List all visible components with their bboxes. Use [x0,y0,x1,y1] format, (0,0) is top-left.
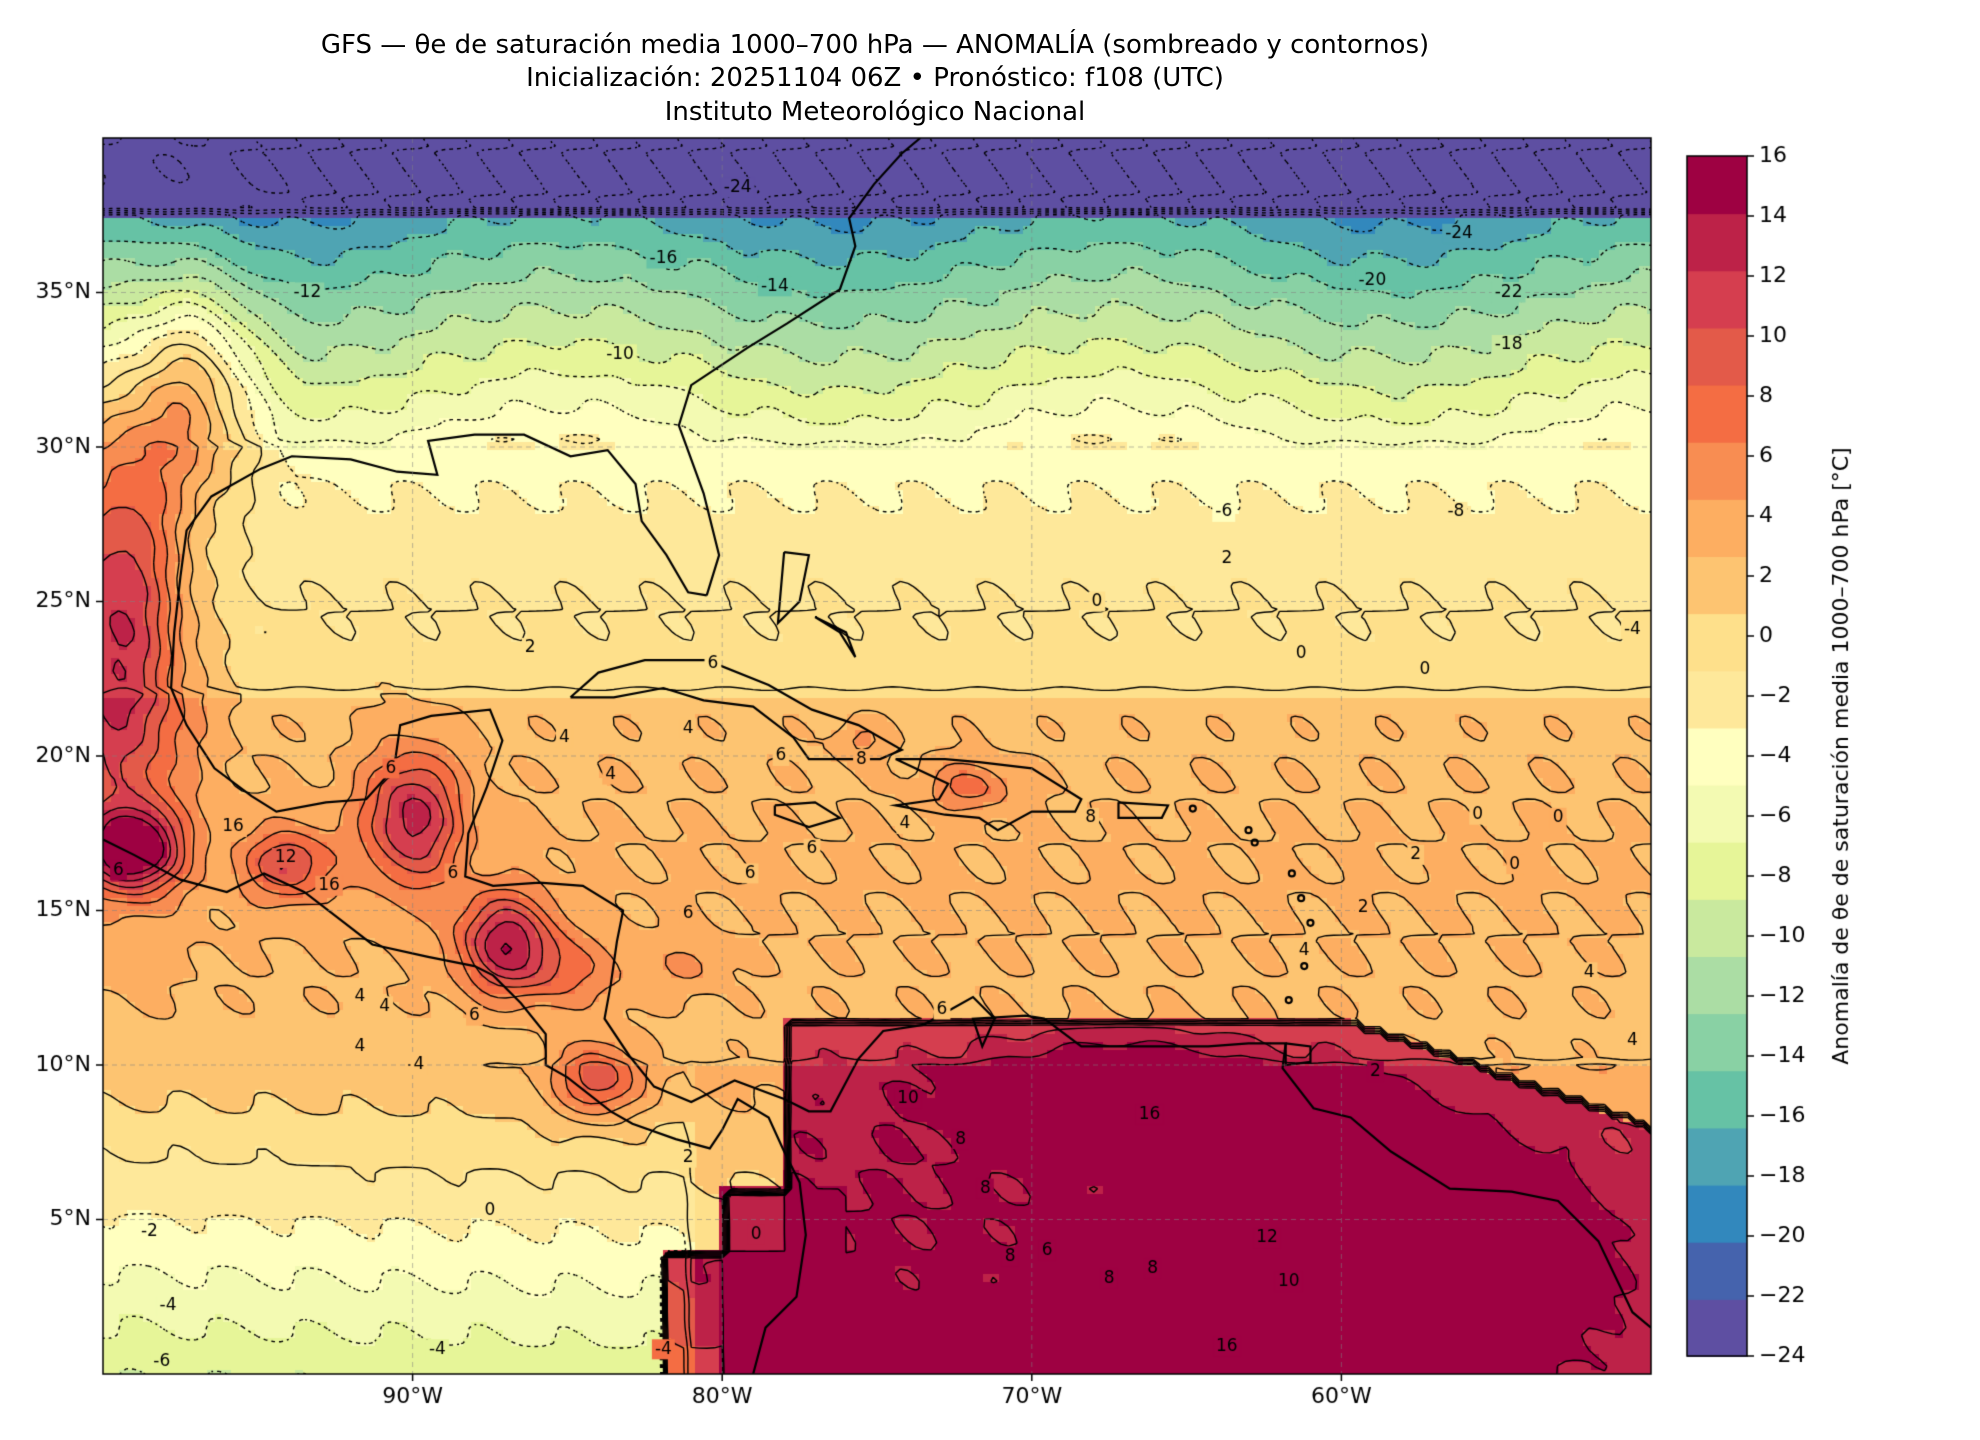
title-line-2: Inicialización: 20251104 06Z • Pronóstic… [526,63,1224,93]
title-line-3: Instituto Meteorológico Nacional [664,97,1086,127]
title-line-1: GFS — θe de saturación media 1000–700 hP… [320,30,1430,60]
